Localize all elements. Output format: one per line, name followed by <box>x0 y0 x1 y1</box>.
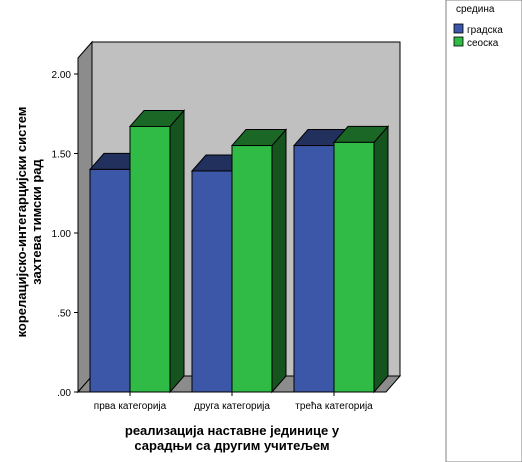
bar-front <box>231 145 273 393</box>
bar-side <box>169 109 185 394</box>
x-axis-title-line2: сарадњи са другим учитељем <box>134 438 329 453</box>
y-tick-label: 1.00 <box>52 229 72 240</box>
y-axis-title-line2: захтева тимски рад <box>29 158 44 284</box>
legend-swatch-gradska <box>453 23 464 34</box>
bar-seoska-2 <box>230 128 288 394</box>
bar-front <box>89 168 131 393</box>
bar-seoska-1 <box>128 109 186 394</box>
y-axis: .00 .50 1.00 1.50 2.00 <box>52 70 78 399</box>
legend-swatch-seoska <box>453 36 464 47</box>
legend: средина градска сеоска <box>445 0 522 462</box>
y-tick-label: .50 <box>57 309 71 320</box>
bar-side <box>373 125 389 394</box>
bar-front <box>191 170 233 393</box>
y-tick-label: 1.50 <box>52 150 72 161</box>
legend-label-gradska: градска <box>467 25 503 36</box>
x-category-label: прва категорија <box>94 401 167 412</box>
legend-box <box>445 0 522 462</box>
legend-label-seoska: сеоска <box>467 38 499 49</box>
legend-title: средина <box>456 4 495 15</box>
bar-side <box>271 128 287 394</box>
x-category-label: друга категорија <box>194 401 270 412</box>
y-axis-title-line1: корелацијско-интегарцијски систем <box>14 107 29 338</box>
bar-seoska-3 <box>332 125 390 394</box>
x-category-label: трећа категорија <box>295 401 373 412</box>
y-tick-label: .00 <box>57 388 71 399</box>
y-tick-label: 2.00 <box>52 70 72 81</box>
x-axis-title-line1: реализација наставне јединице у <box>125 423 340 438</box>
bar-front <box>293 145 335 393</box>
bar-front <box>333 141 375 393</box>
bar-front <box>129 125 171 393</box>
bars <box>88 109 390 394</box>
x-axis-categories: прва категорија друга категорија трећа кат… <box>94 392 373 412</box>
